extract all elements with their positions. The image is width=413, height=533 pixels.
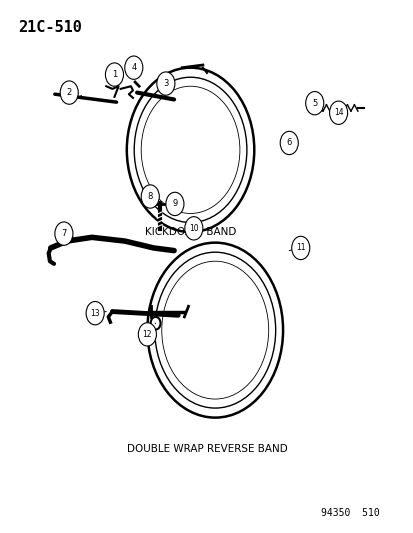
Text: KICKDOWN BAND: KICKDOWN BAND bbox=[145, 227, 236, 237]
Circle shape bbox=[184, 216, 202, 240]
Text: 5: 5 bbox=[311, 99, 317, 108]
Circle shape bbox=[55, 222, 73, 245]
Text: 94350  510: 94350 510 bbox=[320, 508, 379, 519]
Text: 9: 9 bbox=[172, 199, 177, 208]
Text: 6: 6 bbox=[286, 139, 291, 148]
Text: 3: 3 bbox=[163, 79, 168, 88]
Circle shape bbox=[166, 192, 183, 216]
Text: 13: 13 bbox=[90, 309, 100, 318]
Circle shape bbox=[329, 101, 347, 124]
Text: 11: 11 bbox=[295, 244, 305, 253]
Text: 12: 12 bbox=[142, 330, 152, 339]
Text: 4: 4 bbox=[131, 63, 136, 72]
Circle shape bbox=[105, 63, 123, 86]
Text: 14: 14 bbox=[333, 108, 342, 117]
Circle shape bbox=[157, 72, 175, 95]
Text: 8: 8 bbox=[147, 192, 152, 201]
Circle shape bbox=[138, 322, 156, 346]
Text: 1: 1 bbox=[112, 70, 117, 79]
Circle shape bbox=[291, 236, 309, 260]
Text: 7: 7 bbox=[61, 229, 66, 238]
Circle shape bbox=[124, 56, 142, 79]
Circle shape bbox=[305, 92, 323, 115]
Text: 2: 2 bbox=[66, 88, 72, 97]
Circle shape bbox=[60, 81, 78, 104]
Text: 21C-510: 21C-510 bbox=[18, 20, 81, 35]
Circle shape bbox=[141, 185, 159, 208]
Circle shape bbox=[280, 131, 298, 155]
Text: DOUBLE WRAP REVERSE BAND: DOUBLE WRAP REVERSE BAND bbox=[126, 445, 287, 455]
Text: 10: 10 bbox=[189, 224, 198, 233]
Circle shape bbox=[86, 302, 104, 325]
Circle shape bbox=[150, 317, 160, 329]
